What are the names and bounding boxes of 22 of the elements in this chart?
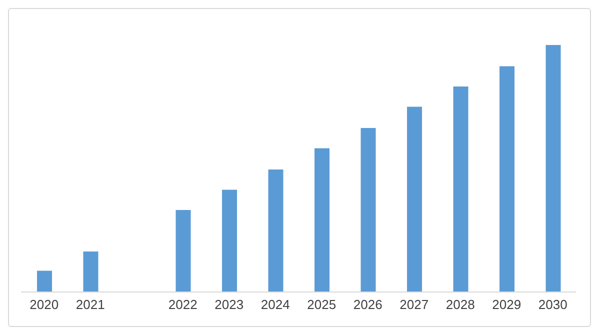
bar <box>268 169 284 292</box>
x-tick-label: 2027 <box>400 297 429 312</box>
x-tick-label: 2022 <box>168 297 198 312</box>
x-tick-label: 2023 <box>214 297 244 312</box>
x-tick-label: 2028 <box>446 297 475 312</box>
x-tick-label: 2024 <box>260 297 290 312</box>
bar <box>546 45 561 292</box>
x-tick-label: 2029 <box>492 297 522 312</box>
x-tick-label: 2025 <box>307 297 336 312</box>
x-tick-label: 2020 <box>30 297 59 312</box>
x-tick-label: 2026 <box>353 297 382 312</box>
bar <box>453 86 468 292</box>
x-tick-label: 2021 <box>76 297 105 312</box>
bar <box>360 128 376 292</box>
bar <box>314 148 330 292</box>
bar <box>83 251 98 292</box>
bar <box>222 190 237 292</box>
bar <box>37 270 52 292</box>
x-tick-label: 2030 <box>538 297 568 312</box>
bar <box>407 106 422 292</box>
bar <box>176 210 191 292</box>
bar <box>500 66 514 292</box>
